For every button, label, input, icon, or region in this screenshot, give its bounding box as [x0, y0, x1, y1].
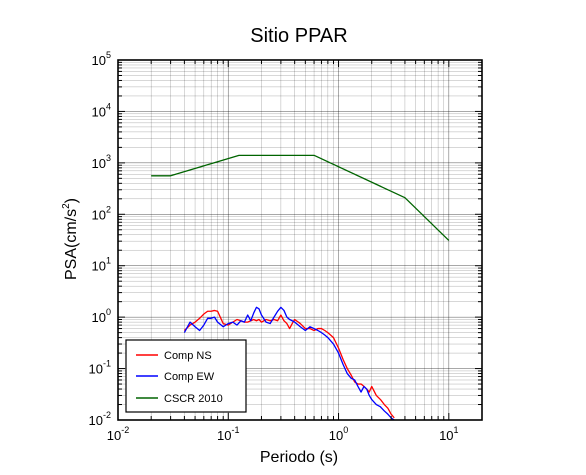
- y-tick-label: 101: [92, 256, 111, 274]
- y-axis-label-close: ): [63, 198, 80, 203]
- y-tick-label: 102: [92, 204, 111, 222]
- series-line-comp-ns: [183, 309, 395, 419]
- axis-ticks: [117, 59, 483, 421]
- x-tick-label: 101: [439, 425, 458, 443]
- series-line-comp-ew: [183, 306, 395, 421]
- y-tick-label: 10-1: [89, 359, 111, 377]
- y-axis-label: PSA(cm/s2): [61, 198, 80, 280]
- legend-label-comp-ew: Comp EW: [164, 371, 215, 383]
- y-tick-label: 105: [92, 50, 111, 68]
- series-layer: [151, 154, 450, 421]
- y-tick-label: 103: [92, 153, 111, 171]
- x-tick-label: 10-1: [217, 425, 239, 443]
- series-line-cscr-2010: [151, 154, 450, 241]
- y-tick-label: 10-2: [89, 410, 111, 428]
- grid-lines: [117, 59, 483, 421]
- x-tick-label: 100: [329, 425, 348, 443]
- legend-label-comp-ns: Comp NS: [164, 350, 212, 362]
- chart-title: Sitio PPAR: [250, 25, 347, 47]
- x-tick-label: 10-2: [107, 425, 129, 443]
- plot-frame: [117, 59, 483, 421]
- y-tick-label: 100: [92, 307, 111, 325]
- x-axis-label: Periodo (s): [260, 449, 338, 466]
- y-axis-label-superscript: 2: [61, 203, 72, 209]
- legend: Comp NS Comp EW CSCR 2010: [125, 339, 247, 413]
- y-axis-label-main: PSA(cm/s: [63, 209, 80, 280]
- tick-labels: 10-2 10-1 100 101 10-2 10-1 100 101 102 103 104 105: [89, 50, 459, 443]
- legend-label-cscr-2010: CSCR 2010: [164, 393, 223, 405]
- y-tick-label: 104: [92, 101, 111, 119]
